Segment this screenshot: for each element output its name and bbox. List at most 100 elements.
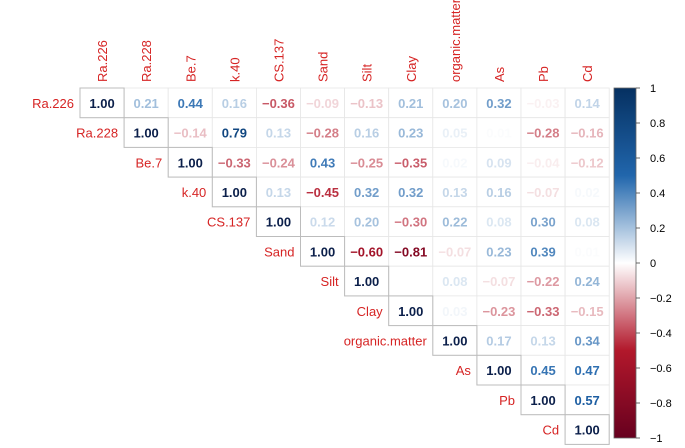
column-label: k.40	[227, 57, 242, 82]
cell-value: −0.12	[571, 155, 604, 170]
cell-value: 0.20	[354, 215, 379, 230]
diagonal-cell-border	[79, 87, 125, 119]
cell-value: 1.00	[442, 333, 467, 348]
diagonal-cell-border	[344, 265, 390, 297]
column-label: Silt	[360, 64, 375, 82]
row-label: Sand	[264, 244, 294, 259]
heatmap-cell	[476, 146, 522, 178]
heatmap-cell	[300, 87, 345, 119]
cell-value: 1.00	[530, 393, 555, 408]
cell-value: 1.00	[178, 155, 203, 170]
heatmap-cell	[344, 206, 390, 237]
cell-value: 0.43	[310, 155, 335, 170]
heatmap-cell	[520, 384, 566, 416]
cell-value: −0.25	[350, 155, 383, 170]
cell-value: −0.60	[350, 244, 383, 259]
row-label: Pb	[499, 393, 515, 408]
heatmap-cell	[388, 236, 434, 267]
cell-value: 0.30	[530, 215, 555, 230]
heatmap-cell	[520, 295, 566, 326]
heatmap-cell	[476, 354, 522, 386]
cell-value: 1.00	[398, 304, 423, 319]
cell-value: 0.34	[574, 333, 600, 348]
cell-value: 0.05	[442, 126, 467, 141]
diagonal-cell-border	[123, 117, 169, 148]
cell-value: −0.07	[438, 244, 471, 259]
row-label: Cd	[542, 423, 559, 438]
cell-value: 0.44	[178, 96, 204, 111]
heatmap-cell	[388, 117, 434, 148]
heatmap-cell	[344, 176, 390, 208]
diagonal-cell-border	[211, 176, 257, 208]
cell-value: −0.23	[482, 304, 515, 319]
heatmap-cell	[432, 117, 478, 148]
column-label: Ra.226	[95, 40, 110, 82]
cell-value: 1.00	[222, 185, 247, 200]
colorbar-tick-label: −0.8	[650, 398, 672, 410]
cell-value: 0.23	[486, 244, 511, 259]
cell-value: 0.45	[530, 363, 555, 378]
heatmap-cell	[476, 117, 522, 148]
cell-value: 0.00	[398, 274, 423, 289]
cell-value: 0.32	[398, 185, 423, 200]
cell-value: 0.32	[354, 185, 379, 200]
heatmap-cell	[564, 176, 610, 208]
diagonal-cell-border	[564, 414, 610, 445]
cell-value: 0.39	[530, 244, 555, 259]
colorbar-tick-label: 1	[650, 83, 656, 95]
heatmap-cell	[564, 354, 610, 386]
cell-value: 0.16	[222, 96, 247, 111]
cell-value: 0.02	[574, 185, 599, 200]
heatmap-cell	[388, 206, 434, 237]
cell-value: −0.36	[262, 96, 295, 111]
row-label: As	[456, 363, 472, 378]
heatmap-cell	[476, 265, 522, 297]
heatmap-cell	[564, 325, 610, 356]
cell-value: 1.00	[133, 126, 158, 141]
colorbar-tick-label: −1	[650, 433, 663, 445]
cell-value: −0.81	[394, 244, 427, 259]
heatmap-cell	[476, 236, 522, 267]
heatmap-cell	[432, 236, 478, 267]
diagonal-cell-border	[300, 236, 346, 267]
cell-value: −0.24	[262, 155, 296, 170]
colorbar-tick-label: 0.8	[650, 118, 665, 130]
row-label: Silt	[321, 274, 339, 289]
heatmap-cell	[300, 117, 345, 148]
cell-value: −0.04	[527, 155, 561, 170]
cell-value: 0.22	[442, 215, 467, 230]
diagonal-cell-border	[432, 325, 478, 356]
cell-value: 0.09	[486, 155, 511, 170]
heatmap-cell	[300, 146, 345, 178]
diagonal-cell-border	[388, 295, 434, 327]
cell-value: −0.07	[482, 274, 515, 289]
heatmap-cell	[388, 146, 434, 178]
cell-value: 1.00	[310, 244, 335, 259]
cell-value: 0.21	[398, 96, 423, 111]
diagonal-cell-border	[167, 146, 213, 178]
cell-value: 0.13	[530, 333, 555, 348]
heatmap-cell	[167, 117, 213, 148]
row-label: Ra.226	[32, 96, 74, 111]
cell-value: −0.45	[306, 185, 339, 200]
cell-value: 0.03	[442, 304, 467, 319]
heatmap-cell	[564, 117, 610, 148]
cell-value: 0.08	[574, 215, 599, 230]
cell-value: −0.28	[306, 126, 339, 141]
cell-value: 1.00	[354, 274, 379, 289]
cell-value: 0.79	[222, 126, 247, 141]
row-label: CS.137	[207, 215, 250, 230]
heatmap-cell	[564, 146, 610, 178]
column-label: Sand	[316, 52, 331, 82]
cell-value: 0.08	[486, 215, 511, 230]
row-label: organic.matter	[344, 333, 428, 348]
diagonal-cell-border	[476, 354, 522, 386]
cell-value: 0.16	[486, 185, 511, 200]
heatmap-cell	[432, 206, 478, 237]
colorbar	[613, 87, 637, 439]
heatmap-cell	[79, 87, 125, 119]
cell-value: −0.22	[527, 274, 560, 289]
cell-value: −0.16	[571, 126, 604, 141]
colorbar-tick-label: −0.6	[650, 363, 672, 375]
colorbar-tick-label: 0.2	[650, 223, 665, 235]
